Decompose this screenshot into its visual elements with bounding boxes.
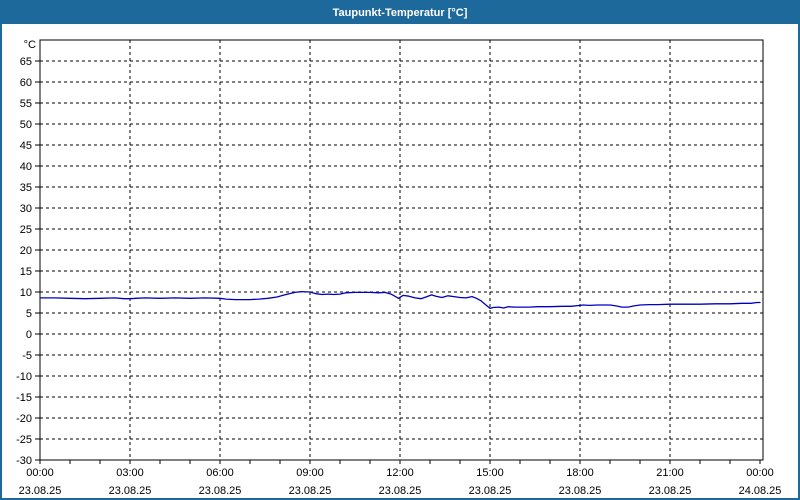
svg-text:23.08.25: 23.08.25	[109, 485, 152, 497]
svg-text:23.08.25: 23.08.25	[649, 485, 692, 497]
svg-text:09:00: 09:00	[296, 467, 324, 479]
svg-text:15:00: 15:00	[476, 467, 504, 479]
svg-text:25: 25	[20, 224, 32, 236]
svg-text:20: 20	[20, 245, 32, 257]
svg-text:18:00: 18:00	[566, 467, 594, 479]
svg-text:-20: -20	[16, 413, 32, 425]
svg-text:23.08.25: 23.08.25	[469, 485, 512, 497]
svg-text:0: 0	[26, 329, 32, 341]
svg-text:-15: -15	[16, 392, 32, 404]
svg-text:5: 5	[26, 308, 32, 320]
svg-text:35: 35	[20, 182, 32, 194]
svg-text:23.08.25: 23.08.25	[379, 485, 422, 497]
plot-area: 65 60 55 50 45 40 35 30 25 20 15 10 5 0 -5 -10 -15 -20 -25…	[2, 24, 798, 498]
svg-text:-5: -5	[22, 350, 32, 362]
svg-text:23.08.25: 23.08.25	[199, 485, 242, 497]
svg-text:50: 50	[20, 119, 32, 131]
svg-text:-10: -10	[16, 371, 32, 383]
chart-canvas: 65605550454035302520151050-5-10-15-20-25…	[16, 39, 782, 497]
svg-text:40: 40	[20, 161, 32, 173]
svg-text:03:00: 03:00	[116, 467, 144, 479]
svg-text:30: 30	[20, 203, 32, 215]
svg-text:°C: °C	[24, 39, 36, 51]
svg-text:23.08.25: 23.08.25	[559, 485, 602, 497]
svg-text:15: 15	[20, 266, 32, 278]
svg-text:60: 60	[20, 77, 32, 89]
svg-text:-25: -25	[16, 434, 32, 446]
svg-text:24.08.25: 24.08.25	[739, 485, 782, 497]
svg-text:00:00: 00:00	[746, 467, 774, 479]
svg-text:00:00: 00:00	[26, 467, 54, 479]
svg-text:45: 45	[20, 140, 32, 152]
svg-text:21:00: 21:00	[656, 467, 684, 479]
svg-text:23.08.25: 23.08.25	[19, 485, 62, 497]
svg-text:06:00: 06:00	[206, 467, 234, 479]
svg-text:65: 65	[20, 56, 32, 68]
chart-title: Taupunkt-Temperatur [°C]	[332, 7, 468, 19]
svg-text:55: 55	[20, 98, 32, 110]
svg-text:10: 10	[20, 287, 32, 299]
svg-text:-30: -30	[16, 455, 32, 467]
svg-text:23.08.25: 23.08.25	[289, 485, 332, 497]
svg-text:12:00: 12:00	[386, 467, 414, 479]
title-bar: Taupunkt-Temperatur [°C]	[2, 2, 798, 24]
